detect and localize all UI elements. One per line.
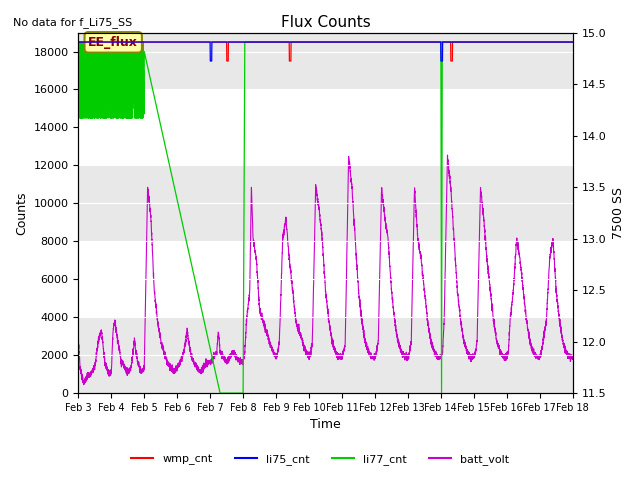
- Bar: [79, 33, 573, 89]
- Text: No data for f_Li75_SS: No data for f_Li75_SS: [13, 17, 132, 28]
- Legend: wmp_cnt, li75_cnt, li77_cnt, batt_volt: wmp_cnt, li75_cnt, li77_cnt, batt_volt: [127, 450, 513, 469]
- X-axis label: Time: Time: [310, 419, 341, 432]
- Y-axis label: Counts: Counts: [15, 191, 28, 235]
- Text: EE_flux: EE_flux: [88, 36, 138, 49]
- Y-axis label: 7500 SS: 7500 SS: [612, 187, 625, 239]
- Bar: [79, 317, 573, 393]
- Title: Flux Counts: Flux Counts: [281, 15, 371, 30]
- Bar: [79, 166, 573, 241]
